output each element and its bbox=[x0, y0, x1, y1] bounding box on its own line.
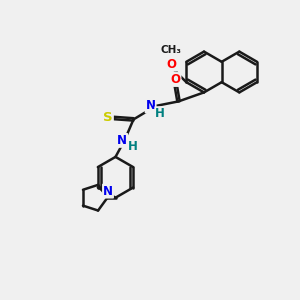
Text: CH₃: CH₃ bbox=[161, 45, 182, 55]
Text: N: N bbox=[146, 99, 156, 112]
Text: H: H bbox=[128, 140, 137, 154]
Text: S: S bbox=[103, 111, 113, 124]
Text: O: O bbox=[170, 73, 181, 86]
Text: H: H bbox=[155, 107, 165, 120]
Text: N: N bbox=[117, 134, 127, 147]
Text: N: N bbox=[103, 184, 113, 198]
Text: O: O bbox=[166, 58, 176, 71]
